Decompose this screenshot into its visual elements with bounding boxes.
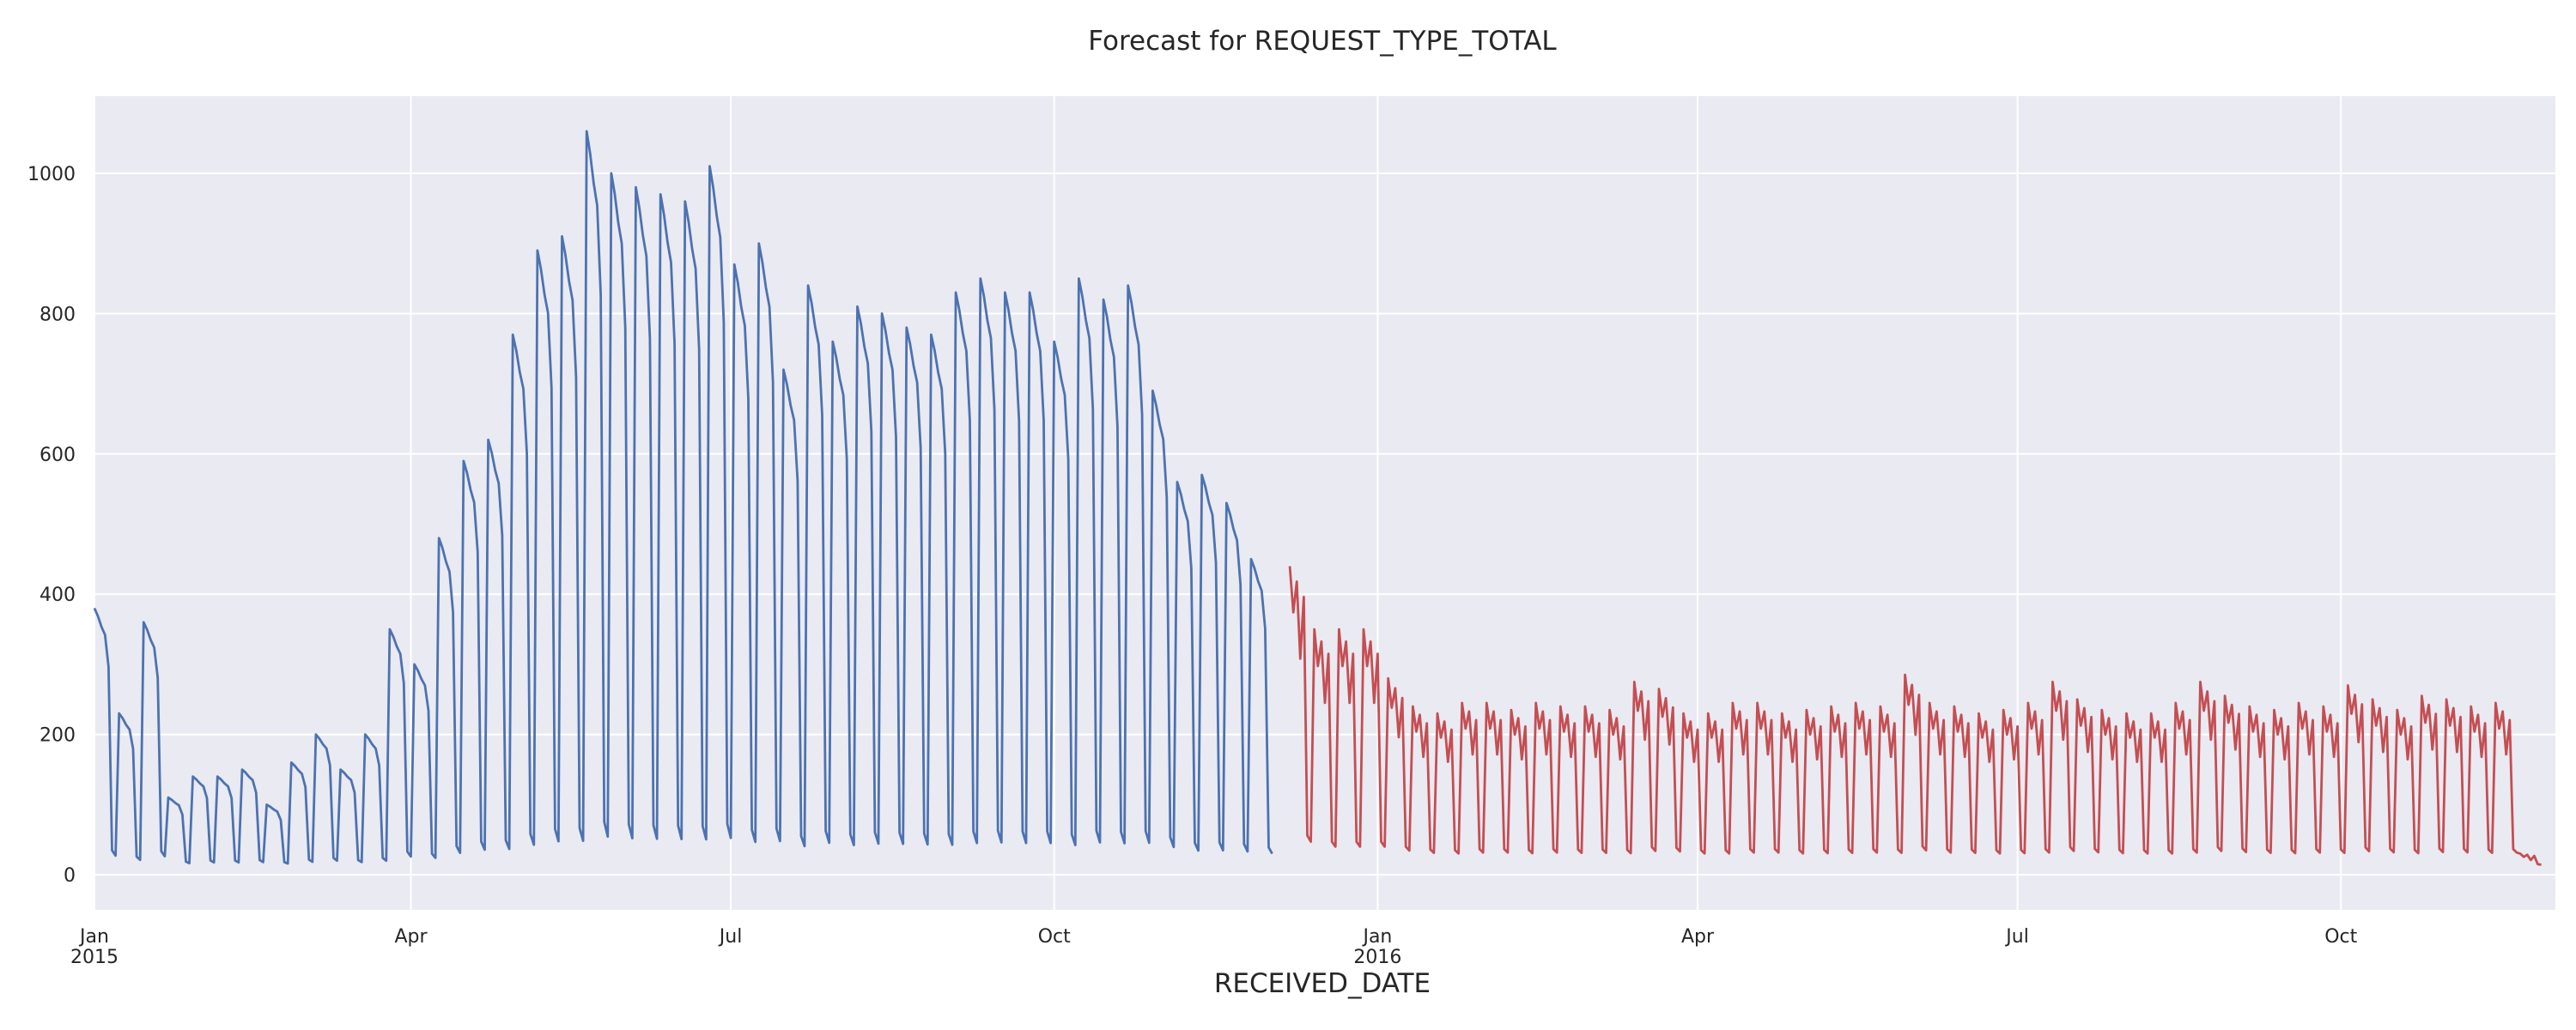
y-tick-label: 800: [39, 304, 76, 325]
x-tick-label: Jul: [718, 926, 743, 948]
x-tick-label: Apr: [394, 926, 428, 948]
series-line-2: [1288, 566, 2542, 866]
x-tick-label: Jan: [78, 926, 109, 948]
y-tick-label: 600: [39, 445, 76, 466]
chart-title: Forecast for REQUEST_TYPE_TOTAL: [1088, 26, 1557, 57]
x-tick-year-label: 2015: [70, 947, 118, 968]
series-lines: [93, 130, 2542, 866]
x-tick-year-label: 2016: [1353, 947, 1401, 968]
x-tick-label: Oct: [2324, 926, 2357, 948]
y-tick-label: 400: [39, 585, 76, 606]
series-line-1: [93, 130, 1273, 865]
x-tick-label: Apr: [1681, 926, 1715, 948]
y-tick-label: 1000: [27, 164, 76, 185]
x-axis-title: RECEIVED_DATE: [1214, 968, 1431, 999]
y-tick-label: 0: [64, 865, 76, 887]
y-tick-label: 200: [39, 725, 76, 747]
x-tick-label: Oct: [1038, 926, 1071, 948]
x-tick-label: Jan: [1361, 926, 1392, 948]
x-tick-label: Jul: [2004, 926, 2029, 948]
y-axis-ticks: 0 200 400 600 800 1000: [27, 164, 76, 887]
